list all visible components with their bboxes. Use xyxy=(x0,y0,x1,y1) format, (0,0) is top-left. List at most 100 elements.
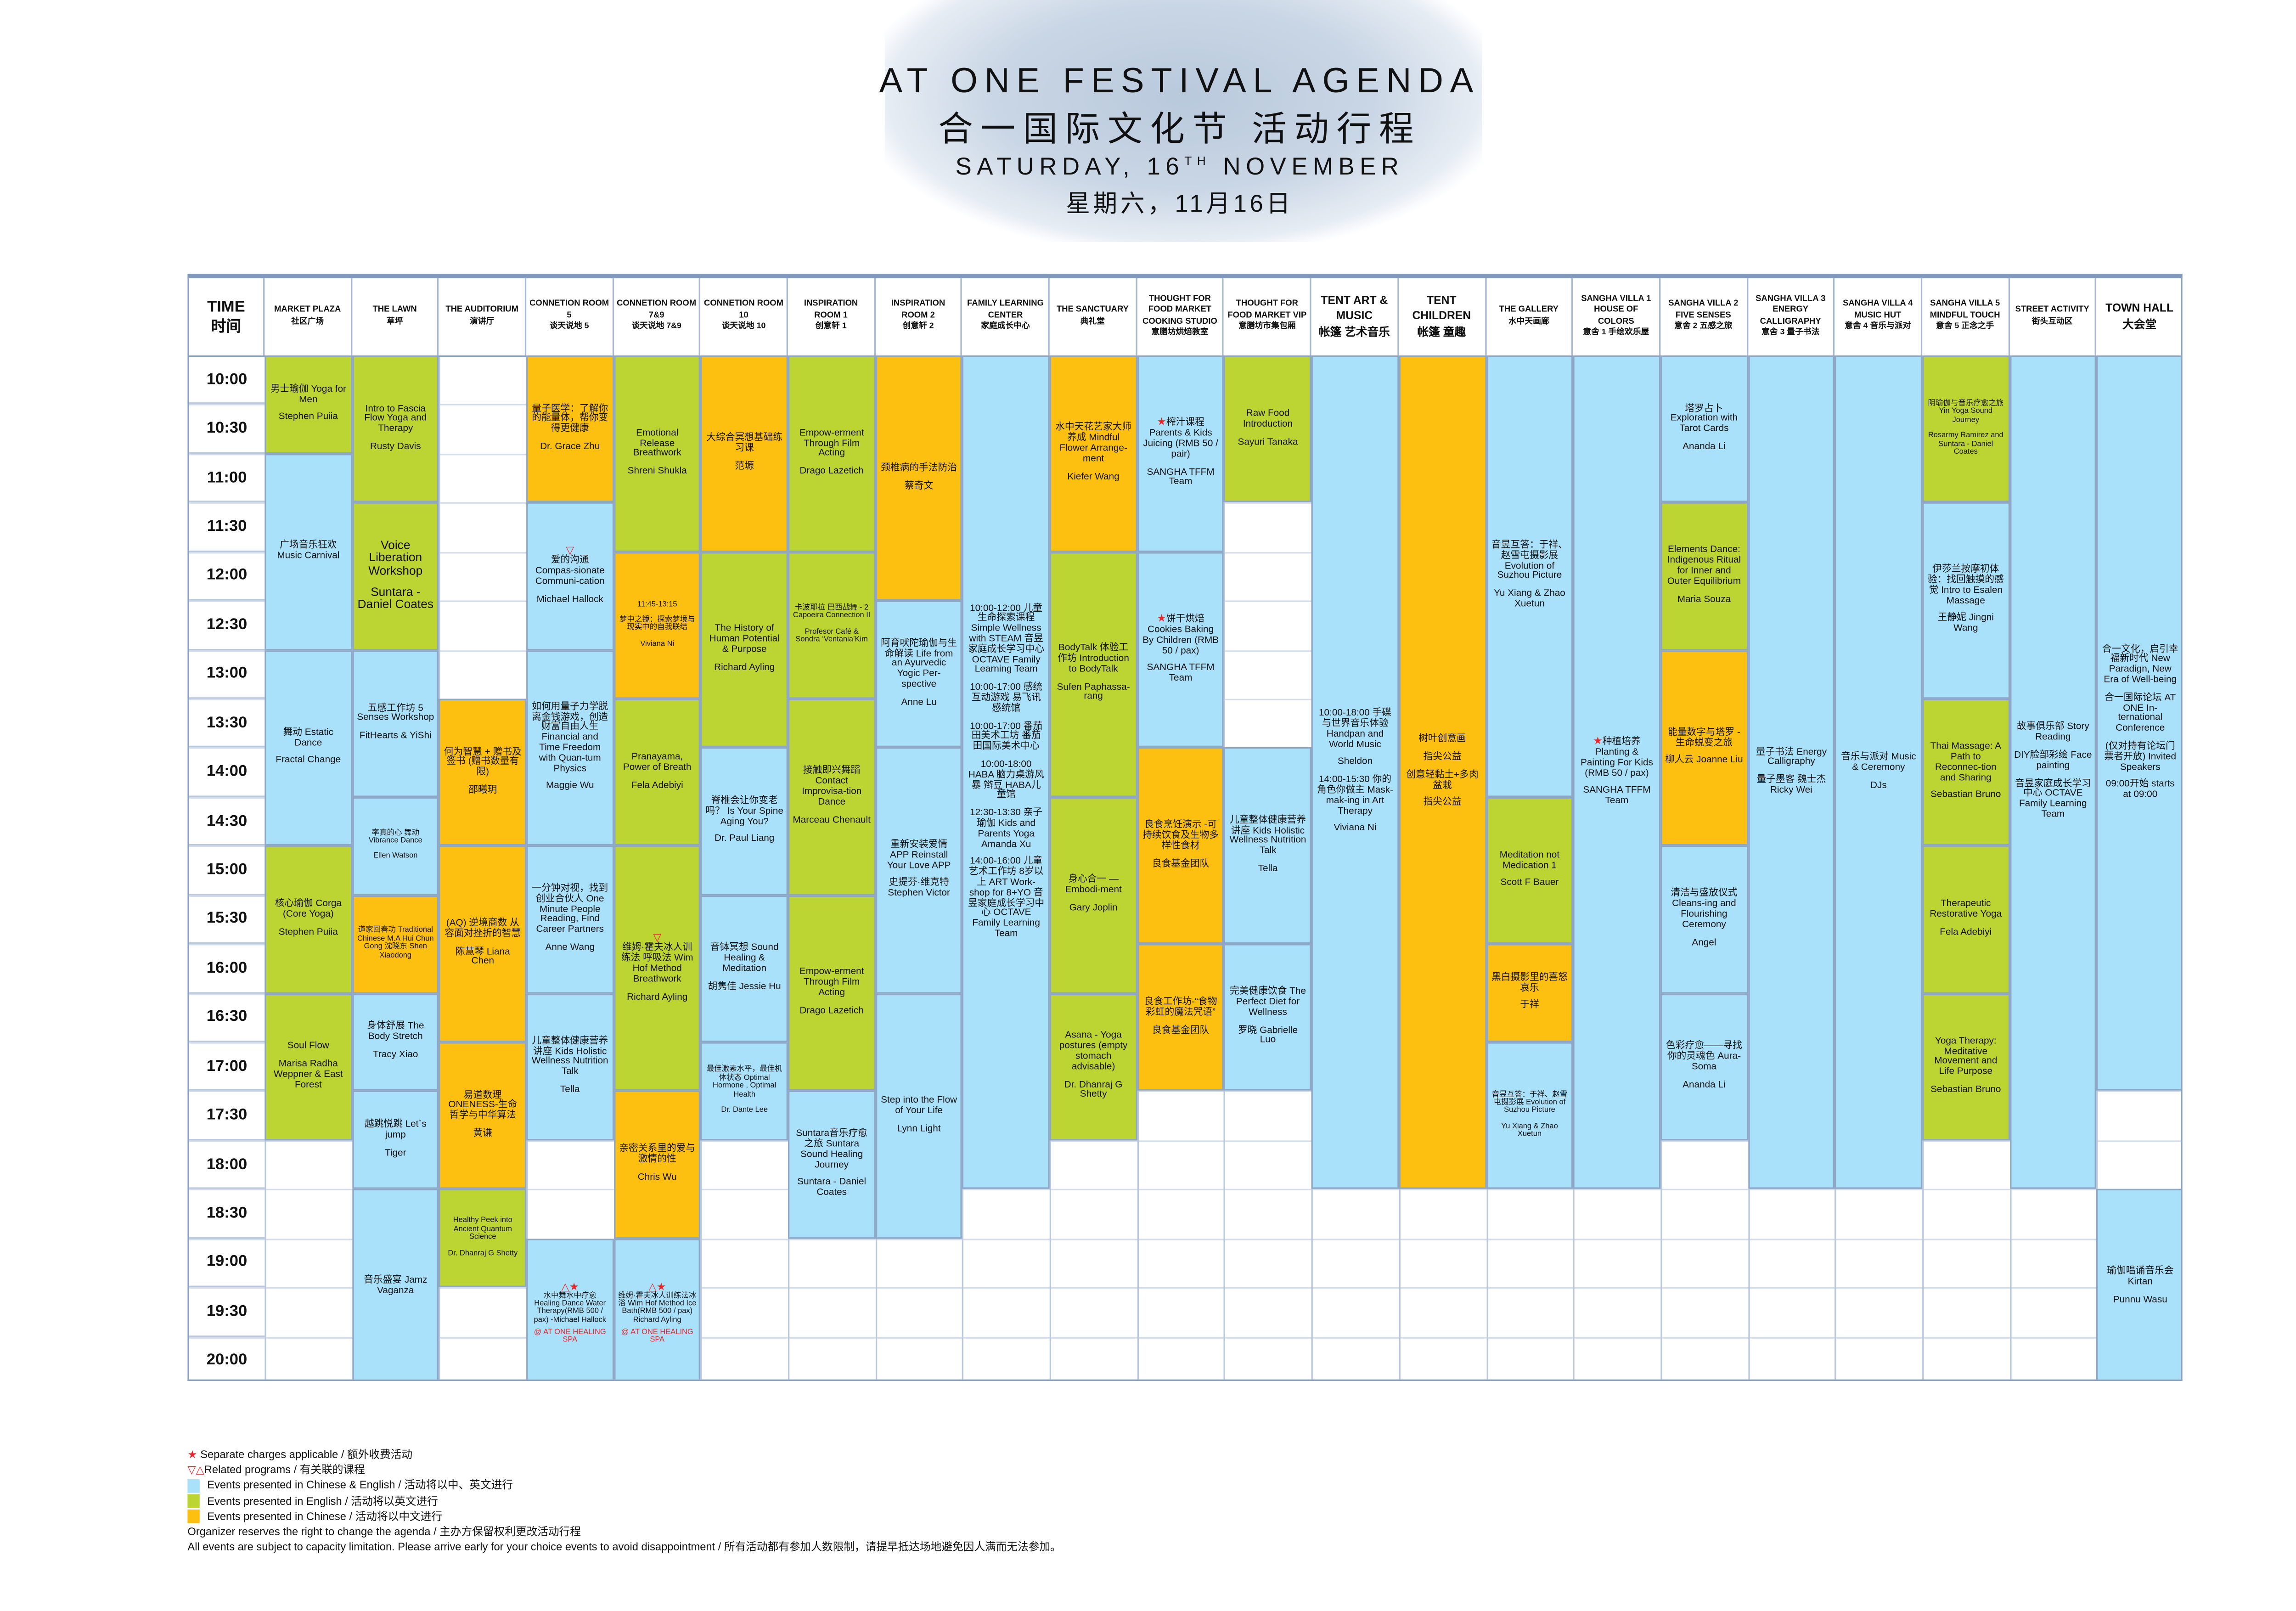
event-title-text: 饼干烘焙 Cookies Baking By Children (RMB 50 … xyxy=(1142,614,1219,656)
time-label: 15:30 xyxy=(189,895,265,944)
event-title: Soul Flow xyxy=(287,1041,329,1052)
event-presenter: Suntara - Daniel Coates xyxy=(797,1177,867,1199)
event-title: 身心合一 — Embodi-ment xyxy=(1065,874,1122,896)
venue-header: THE AUDITORIUM 演讲厅 xyxy=(439,278,527,355)
event-block: BodyTalk 体验工作坊 Introduction to BodyTalk S… xyxy=(1050,552,1137,797)
event-title: 卡波耶拉 巴西战舞 - 2 Capoeira Connection II xyxy=(793,603,871,621)
date-zh: 星期六，11月16日 xyxy=(1066,192,1294,218)
event-title: ★种植培养 Planting & Painting For Kids (RMB … xyxy=(1578,737,1656,780)
event-title: Emotional Release Breathwork xyxy=(633,428,681,459)
event-presenter: 陈慧琴 Liana Chen xyxy=(455,946,510,968)
venue-name-zh: 意膳坊烘焙教室 xyxy=(1151,328,1209,338)
event-block: 道家回春功 Traditional Chinese M.A Hui Chun G… xyxy=(352,895,439,993)
event-title: 10:00-17:00 番茄田美术工坊 番茄田国际美术中心 xyxy=(970,721,1043,752)
event-title: 音昱互答：于祥、赵雪屯摄影展 Evolution of Suzhou Pictu… xyxy=(1491,540,1568,582)
venue-name-zh: 意舍 2 五感之旅 xyxy=(1674,322,1733,332)
venue-header: SANGHA VILLA 2 FIVE SENSES 意舍 2 五感之旅 xyxy=(1660,278,1748,355)
venue-name-zh: 草坪 xyxy=(386,317,403,327)
event-title: 核心瑜伽 Corga (Core Yoga) xyxy=(275,899,342,920)
time-label: 18:00 xyxy=(189,1140,265,1189)
event-block: 音昱互答：于祥、赵雪屯摄影展 Evolution of Suzhou Pictu… xyxy=(1486,355,1573,797)
event-block: ★种植培养 Planting & Painting For Kids (RMB … xyxy=(1573,355,1660,1189)
venue-header: TENT ART & MUSIC 帐篷 艺术音乐 xyxy=(1311,278,1399,355)
time-label: 12:00 xyxy=(189,552,265,601)
time-label: 20:00 xyxy=(189,1336,265,1380)
event-block: ★饼干烘焙 Cookies Baking By Children (RMB 50… xyxy=(1137,552,1225,748)
event-block: Empow-erment Through Film Acting Drago La… xyxy=(788,895,876,1092)
event-presenter: Anne Wang xyxy=(545,942,595,953)
venue-name-en: SANGHA VILLA 3 ENERGY CALLIGRAPHY xyxy=(1756,294,1826,327)
event-presenter: Ananda Li xyxy=(1683,441,1726,452)
event-presenter: Tella xyxy=(560,1084,580,1095)
triangle-icon: △★ xyxy=(561,1282,579,1293)
event-block: 树叶创意画 指尖公益 创意轻黏土+多肉盆栽 指尖公益 xyxy=(1399,355,1486,1189)
event-block: △★ 水中舞水中疗愈 Healing Dance Water Therapy(RM… xyxy=(526,1238,614,1380)
venue-name-en: TENT ART & MUSIC xyxy=(1321,293,1388,323)
event-block: 水中天花艺家大师养成 Mindful Flower Arrange-ment Ki… xyxy=(1050,355,1137,552)
event-presenter: Tiger xyxy=(385,1148,406,1159)
event-presenter: Yu Xiang & Zhao Xuetun xyxy=(1494,588,1565,610)
event-title: 梦中之镜：探索梦境与现实中的自我联结 xyxy=(619,615,695,633)
event-block: 音乐盛宴 Jamz Vaganza xyxy=(352,1189,439,1380)
event-title: Thai Massage: A Path to Reconnec-tion an… xyxy=(1930,741,2002,783)
legend-item-related: ▽△ Related programs / 有关联的课程 xyxy=(187,1463,1061,1479)
event-title: DIY脸部彩绘 Face painting xyxy=(2014,750,2092,772)
triangle-icon: ▽ xyxy=(653,934,662,945)
event-presenter: Dr. Grace Zhu xyxy=(540,441,600,452)
event-block: 量子医学：了解你的能量体，帮你变得更健康 Dr. Grace Zhu xyxy=(526,355,614,503)
legend-label: Separate charges applicable / 额外收费活动 xyxy=(200,1447,413,1461)
venue-header: THE LAWN 草坪 xyxy=(352,278,439,355)
venue-name-zh: 意舍 3 量子书法 xyxy=(1761,328,1820,338)
event-title: 最佳激素水平，最佳机体状态 Optimal Hormone , Optimal … xyxy=(706,1065,782,1099)
venue-name-en: THE AUDITORIUM xyxy=(445,305,518,315)
event-block: 音钵冥想 Sound Healing & Meditation 胡隽佳 Jessi… xyxy=(701,895,788,1042)
star-icon: ★ xyxy=(1157,418,1166,429)
event-block: 核心瑜伽 Corga (Core Yoga) Stephen Puiia xyxy=(264,846,352,993)
legend-label: Related programs / 有关联的课程 xyxy=(204,1463,365,1477)
venue-header: TOWN HALL 大会堂 xyxy=(2097,278,2181,355)
venue-name-zh: 意舍 4 音乐与派对 xyxy=(1845,322,1911,332)
event-title: 10:00-12:00 儿童生命探索课程 Simple Wellness wit… xyxy=(968,603,1045,676)
date-en-prefix: SATURDAY, 16 xyxy=(955,155,1185,181)
event-title: 身体舒展 The Body Stretch xyxy=(367,1021,424,1042)
event-title: 合一国际论坛 AT ONE In-ternational Conference xyxy=(2105,692,2176,734)
event-venue-note: @ AT ONE HEALING SPA xyxy=(621,1328,693,1345)
event-title: Therapeutic Restorative Yoga xyxy=(1930,899,2002,920)
event-title: ▽ 维姆·霍夫冰人训练法 呼吸法 Wim Hof Method Breathwor… xyxy=(618,934,696,986)
venue-header: SANGHA VILLA 3 ENERGY CALLIGRAPHY 意舍 3 量子… xyxy=(1748,278,1835,355)
event-block: 瑜伽唱诵音乐会 Kirtan Punnu Wasu xyxy=(2096,1189,2181,1380)
event-presenter: 指尖公益 xyxy=(1423,797,1462,808)
venue-name-zh: 意膳坊市集包厢 xyxy=(1238,322,1296,332)
event-title-text: 榨汁课程 Parents & Kids Juicing (RMB 50 / pa… xyxy=(1143,418,1218,460)
event-title: 易道数理 ONENESS-生命哲学与中华算法 xyxy=(448,1090,518,1121)
event-block: 五感工作坊 5 Senses Workshop FitHearts & YiShi xyxy=(352,649,439,797)
venue-header: MARKET PLAZA 社区广场 xyxy=(264,278,352,355)
event-title: 率真的心 舞动 Vibrance Dance xyxy=(368,828,422,846)
venue-name-zh: 帐篷 艺术音乐 xyxy=(1318,324,1390,338)
event-block: 阿育吠陀瑜伽与生命解读 Life from an Ayurvedic Yogic… xyxy=(875,601,963,748)
time-label: 13:00 xyxy=(189,650,265,699)
row-divider xyxy=(189,1189,2181,1191)
event-block: 儿童整体健康营养讲座 Kids Holistic Wellness Nutrit… xyxy=(526,993,614,1140)
legend-note-agenda: Organizer reserves the right to change t… xyxy=(187,1524,581,1538)
venue-header: INSPIRATION ROOM 2 创意轩 2 xyxy=(875,278,963,355)
event-title: 瑜伽唱诵音乐会 Kirtan xyxy=(2107,1267,2174,1288)
legend-item-chinese: Events presented in Chinese / 活动将以中文进行 xyxy=(187,1509,1061,1525)
event-title: 舞动 Estatic Dance xyxy=(283,727,334,748)
event-title-text: 种植培养 Planting & Painting For Kids (RMB 5… xyxy=(1580,737,1653,779)
title-zh: 合一国际文化节 活动行程 xyxy=(938,109,1421,148)
event-title: 阴瑜伽与音乐疗愈之旅 Yin Yoga Sound Journey xyxy=(1928,399,2004,425)
star-icon: ★ xyxy=(187,1447,197,1461)
event-presenter: Lynn Light xyxy=(897,1123,941,1134)
event-block: 广场音乐狂欢 Music Carnival xyxy=(264,453,352,650)
legend-item-english: Events presented in English / 活动将以英文进行 xyxy=(187,1494,1061,1510)
event-block: 最佳激素水平，最佳机体状态 Optimal Hormone , Optimal … xyxy=(701,1042,788,1140)
event-presenter: 范塬 xyxy=(735,461,754,472)
event-title: Intro to Fascia Flow Yoga and Therapy xyxy=(364,403,427,434)
event-presenter: DJs xyxy=(1870,780,1887,791)
event-block: Meditation not Medication 1 Scott F Bauer xyxy=(1486,797,1573,944)
event-block: 10:00-12:00 儿童生命探索课程 Simple Wellness wit… xyxy=(962,355,1050,1189)
event-block: 良食烹饪演示 -可持续饮食及生物多样性食材 良食基金团队 xyxy=(1137,748,1225,944)
event-presenter: 邵曦玥 xyxy=(468,785,497,796)
